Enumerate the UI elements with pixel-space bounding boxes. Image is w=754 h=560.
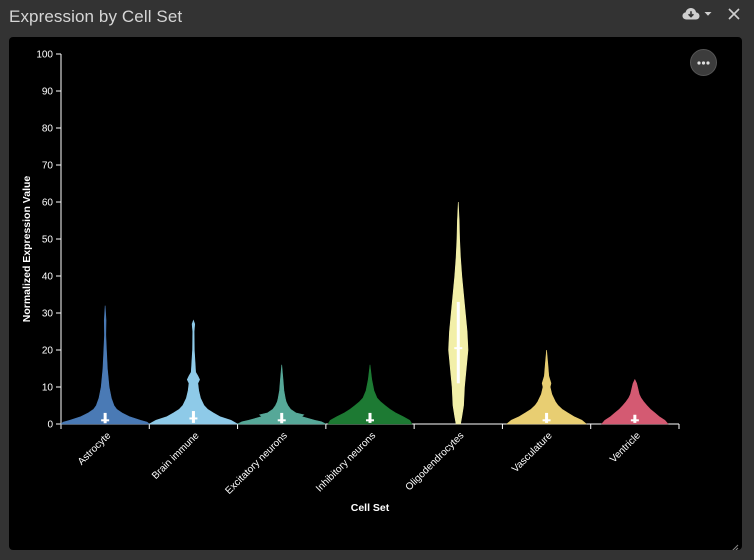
x-tick-label: Oligodendrocytes xyxy=(404,430,467,493)
violin-box xyxy=(456,301,460,384)
y-tick-label: 30 xyxy=(42,309,54,320)
violin-box xyxy=(103,412,107,424)
violin-box xyxy=(633,414,637,423)
violin-box xyxy=(368,412,372,423)
y-tick-label: 60 xyxy=(42,198,54,209)
title-bar: Expression by Cell Set xyxy=(0,0,754,36)
violin-vasculature xyxy=(506,349,588,425)
y-tick-label: 0 xyxy=(47,420,53,431)
violin-ventricle xyxy=(601,378,669,425)
violin-box xyxy=(545,412,549,423)
y-tick-label: 100 xyxy=(36,50,53,61)
violin-excitatory-neurons xyxy=(237,364,326,425)
y-tick-label: 50 xyxy=(42,235,54,246)
violin-box xyxy=(280,412,284,424)
y-axis-label: Normalized Expression Value xyxy=(21,176,33,323)
title-controls xyxy=(682,7,740,21)
y-tick-label: 70 xyxy=(42,161,54,172)
cloud-download-icon[interactable] xyxy=(682,7,700,21)
y-tick-label: 90 xyxy=(42,87,54,98)
violin-chart: 0 10 20 30 40 50 60 70 80 90 100 Normalized Express… xyxy=(21,50,680,514)
violin-astrocyte xyxy=(60,305,151,425)
y-tick-label: 40 xyxy=(42,272,54,283)
x-tick-label: Inhibitory neurons xyxy=(314,430,378,494)
y-tick-label: 80 xyxy=(42,124,54,135)
plot-panel: 0 10 20 30 40 50 60 70 80 90 100 Normalized Express… xyxy=(9,37,742,550)
more-options-button[interactable] xyxy=(690,49,717,76)
close-icon[interactable] xyxy=(728,8,740,20)
violin-box xyxy=(191,411,195,423)
resize-handle[interactable] xyxy=(731,539,739,550)
x-tick-label: Ventricle xyxy=(608,430,643,465)
violin-brain-immune xyxy=(148,319,239,425)
x-tick-label: Astrocyte xyxy=(76,430,114,468)
y-tick-label: 20 xyxy=(42,346,54,357)
violin-inhibitory-neurons xyxy=(327,364,413,425)
y-tick-label: 10 xyxy=(42,383,54,394)
x-tick-label: Vasculature xyxy=(510,430,555,475)
more-horizontal-icon xyxy=(697,60,710,65)
x-tick-label: Brain immune xyxy=(150,430,202,482)
caret-down-icon[interactable] xyxy=(704,11,712,17)
x-tick-label: Excitatory neurons xyxy=(223,430,289,496)
x-axis-label: Cell Set xyxy=(351,502,390,514)
window-title: Expression by Cell Set xyxy=(9,7,183,26)
